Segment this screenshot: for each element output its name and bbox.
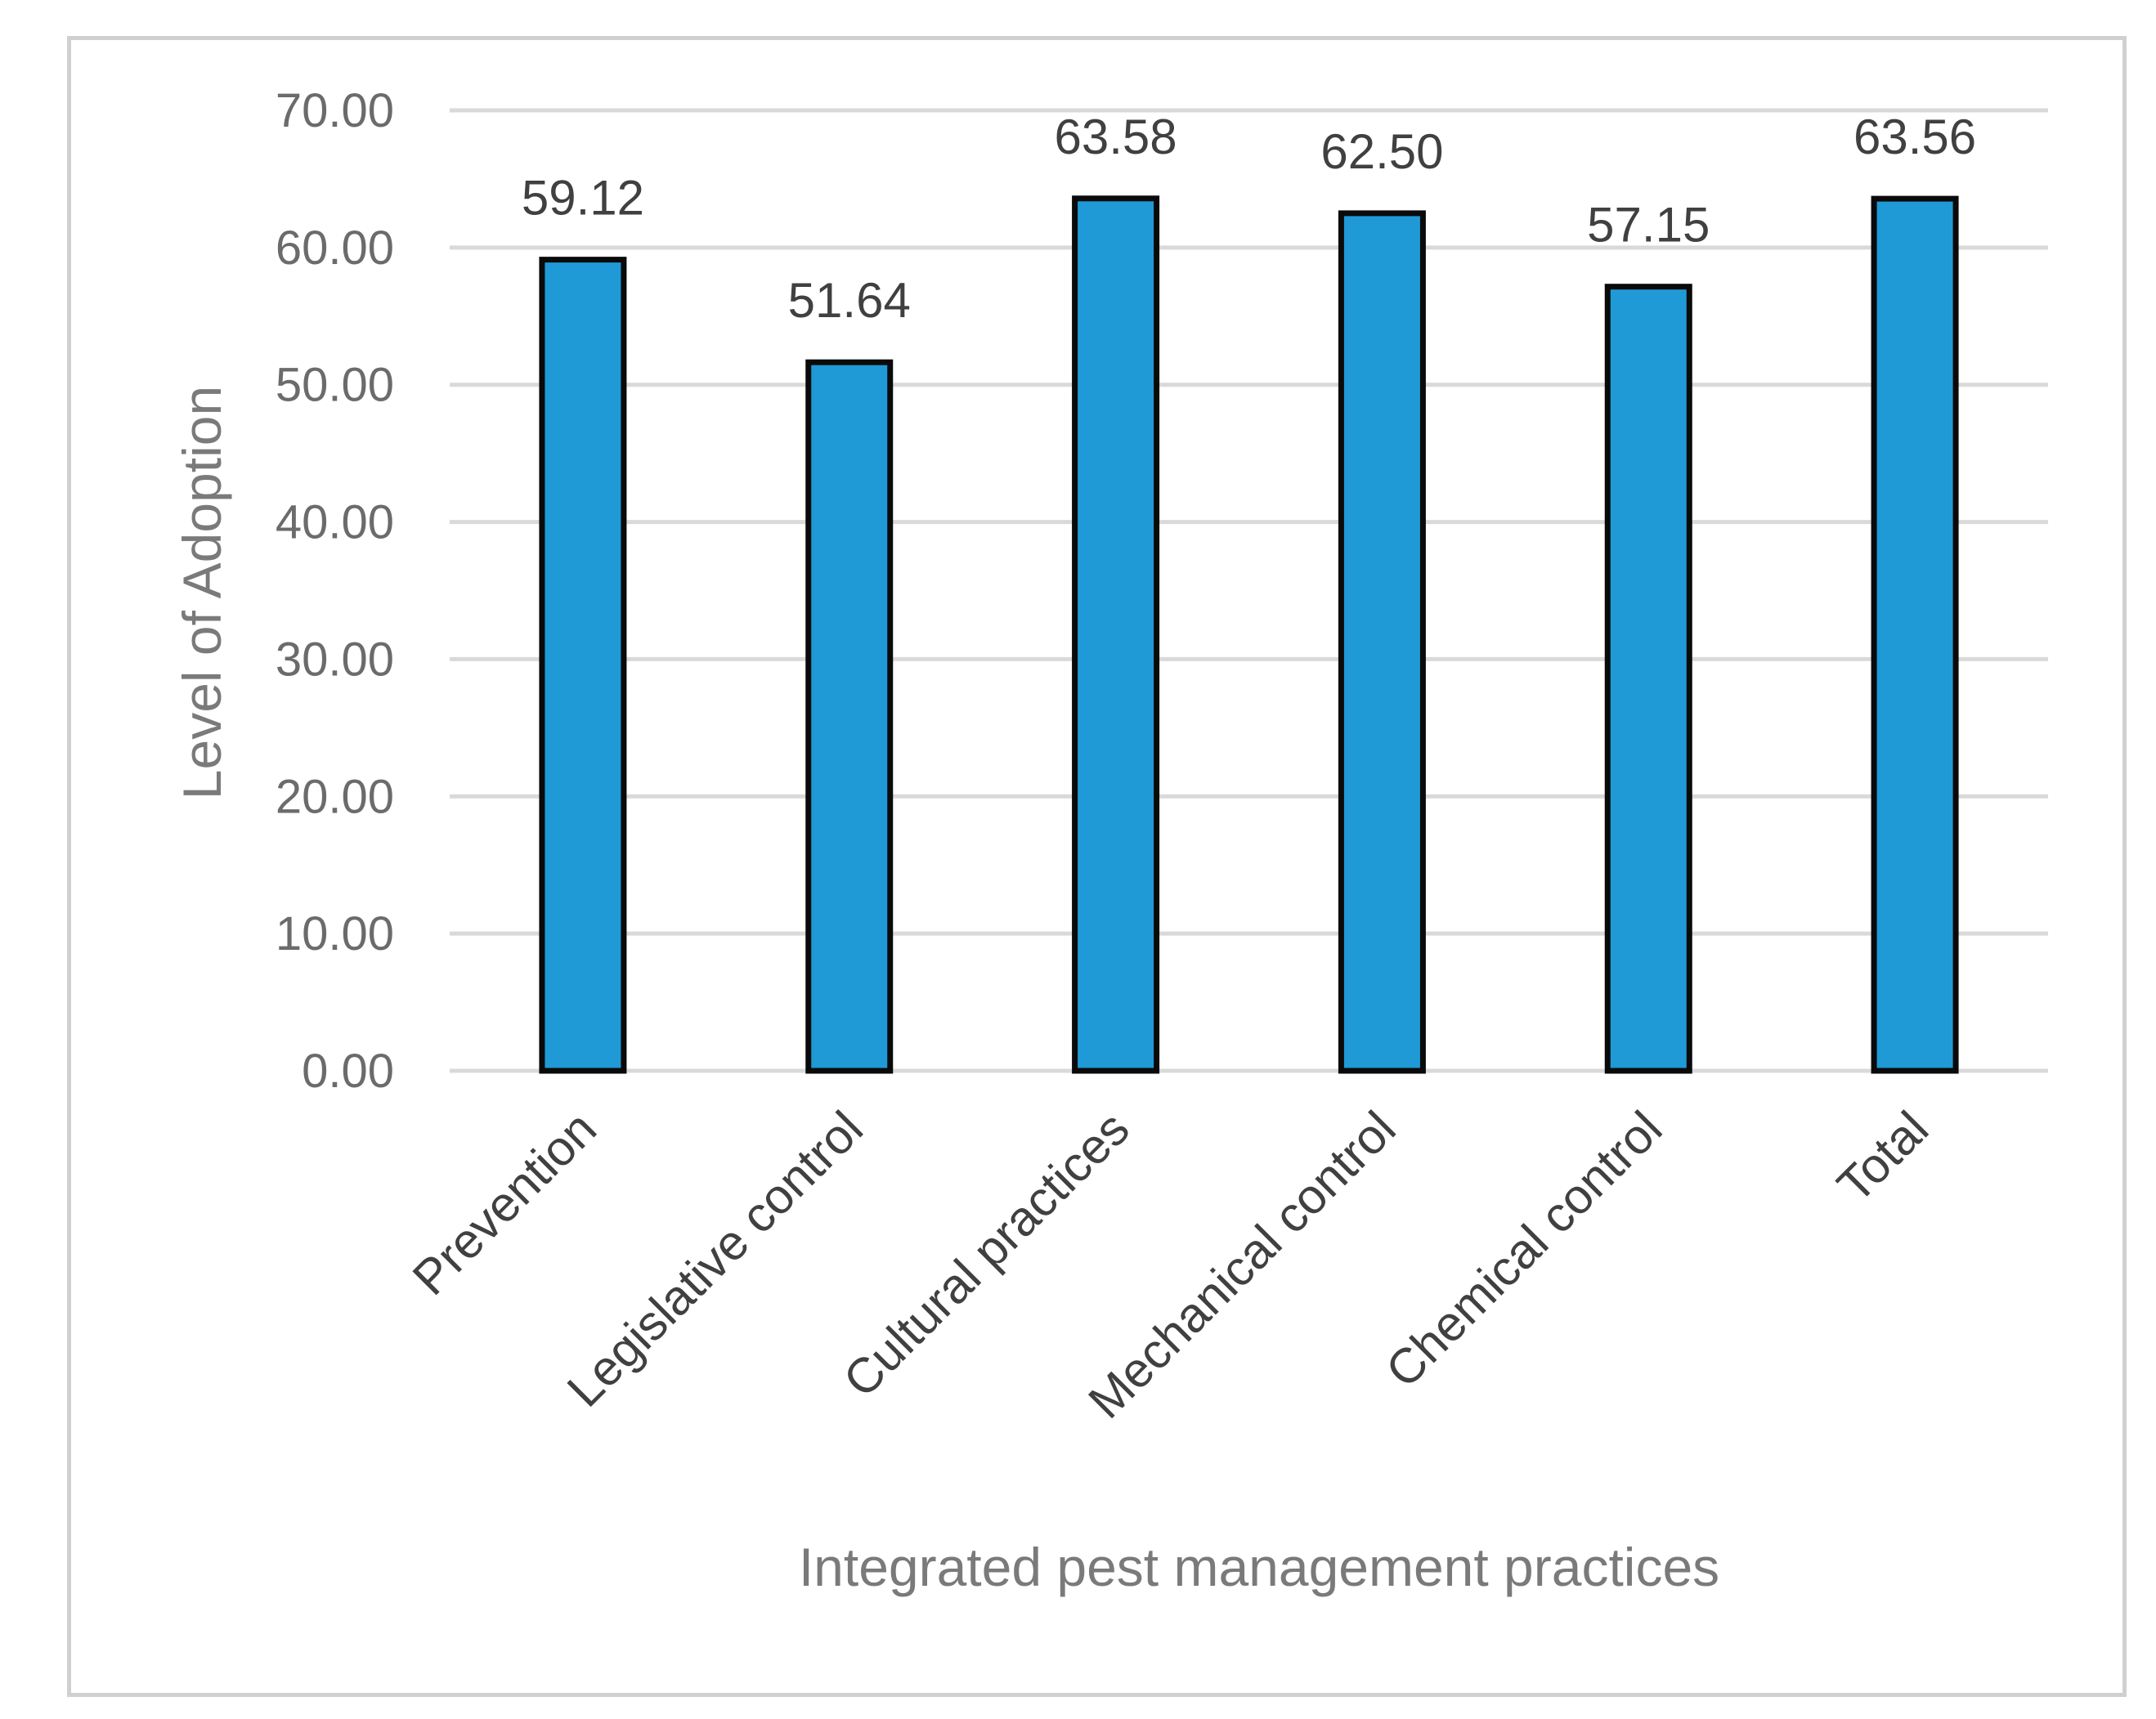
gridlines	[450, 108, 2048, 1073]
data-labels: 59.12 51.64 63.58 62.50 57.15 63.56	[522, 110, 1976, 328]
bars	[539, 195, 1959, 1074]
y-tick-label: 60.00	[276, 222, 394, 275]
y-tick-label: 30.00	[276, 633, 394, 686]
y-tick-label: 0.00	[302, 1045, 394, 1098]
bar	[1871, 195, 1959, 1074]
bar	[539, 257, 627, 1074]
y-axis-ticks: 0.00 10.00 20.00 30.00 40.00 50.00 60.00 70.00	[276, 84, 394, 1098]
y-axis-title: Level of Adoption	[172, 386, 232, 799]
x-category-label: Legislative control	[557, 1101, 873, 1417]
data-label: 63.56	[1853, 110, 1976, 164]
y-tick-label: 20.00	[276, 770, 394, 823]
x-axis-title: Integrated pest management practices	[799, 1537, 1719, 1597]
y-tick-label: 70.00	[276, 84, 394, 137]
x-category-label: Cultural practices	[833, 1101, 1140, 1408]
bar	[1338, 210, 1426, 1074]
y-tick-label: 50.00	[276, 359, 394, 412]
x-category-label: Prevention	[402, 1101, 607, 1305]
y-tick-label: 10.00	[276, 907, 394, 960]
bar	[1072, 195, 1160, 1074]
data-label: 57.15	[1587, 198, 1710, 253]
data-label: 62.50	[1320, 124, 1443, 179]
y-tick-label: 40.00	[276, 496, 394, 549]
data-label: 59.12	[522, 171, 644, 226]
x-category-label: Total	[1827, 1101, 1939, 1213]
data-label: 51.64	[788, 273, 911, 328]
x-category-label: Chemical control	[1375, 1101, 1672, 1398]
data-label: 63.58	[1055, 110, 1177, 164]
bar	[1604, 284, 1692, 1074]
bar	[805, 359, 894, 1074]
